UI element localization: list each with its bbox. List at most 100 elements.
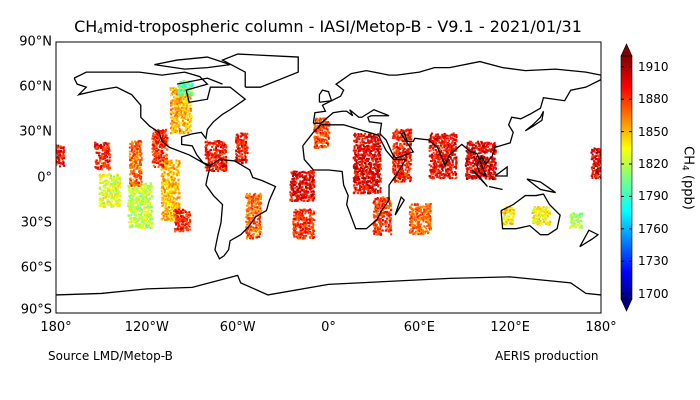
observation-point: [63, 164, 66, 167]
observation-point: [165, 140, 168, 143]
observation-point: [134, 167, 137, 170]
observation-point: [236, 141, 239, 144]
observation-point: [374, 192, 377, 195]
observation-point: [102, 181, 105, 184]
observation-point: [150, 223, 153, 226]
observation-point: [312, 183, 315, 186]
observation-point: [322, 121, 325, 124]
observation-point: [394, 166, 397, 169]
observation-point: [292, 180, 295, 183]
observation-point: [384, 221, 387, 224]
observation-point: [110, 193, 113, 196]
observation-point: [362, 144, 365, 147]
observation-point: [133, 181, 136, 184]
observation-point: [369, 132, 372, 135]
observation-point: [128, 155, 131, 158]
observation-point: [308, 172, 311, 175]
observation-point: [369, 180, 372, 183]
observation-point: [367, 148, 370, 151]
observation-point: [170, 159, 173, 162]
observation-point: [399, 172, 402, 175]
observation-point: [298, 208, 301, 211]
observation-point: [376, 174, 379, 177]
observation-point: [355, 154, 358, 157]
observation-point: [187, 109, 190, 112]
observation-point: [385, 210, 388, 213]
observation-point: [299, 213, 302, 216]
observation-point: [241, 156, 244, 159]
observation-point: [100, 200, 103, 203]
observation-point: [259, 230, 262, 233]
observation-point: [313, 171, 316, 174]
observation-point: [155, 144, 158, 147]
observation-point: [169, 198, 172, 201]
observation-point: [398, 136, 401, 139]
observation-point: [174, 117, 177, 120]
observation-point: [372, 213, 375, 216]
observation-point: [148, 188, 151, 191]
observation-point: [117, 185, 120, 188]
observation-point: [246, 146, 249, 149]
observation-point: [175, 204, 178, 207]
observation-point: [104, 164, 107, 167]
observation-point: [161, 194, 164, 197]
observation-point: [133, 186, 136, 189]
observation-point: [302, 195, 305, 198]
observation-point: [312, 196, 315, 199]
observation-point: [176, 209, 179, 212]
observation-point: [98, 154, 101, 157]
observation-point: [166, 148, 169, 151]
observation-point: [59, 153, 62, 156]
observation-point: [183, 224, 186, 227]
observation-point: [259, 210, 262, 213]
observation-point: [295, 210, 298, 213]
observation-point: [239, 140, 242, 143]
observation-point: [358, 149, 361, 152]
observation-point: [293, 170, 296, 173]
observation-point: [370, 172, 373, 175]
observation-point: [294, 225, 297, 228]
observation-point: [327, 136, 330, 139]
observation-point: [176, 217, 179, 220]
chart-title: CH4 mid-tropospheric column - IASI/Metop…: [0, 17, 656, 37]
observation-point: [112, 190, 115, 193]
observation-point: [243, 137, 246, 140]
observation-point: [210, 162, 213, 165]
observation-point: [379, 220, 382, 223]
observation-point: [378, 152, 381, 155]
observation-point: [113, 186, 116, 189]
observation-point: [217, 154, 220, 157]
observation-point: [108, 142, 111, 145]
observation-point: [401, 174, 404, 177]
observation-point: [152, 133, 155, 136]
observation-point: [128, 186, 131, 189]
observation-point: [372, 190, 375, 193]
observation-point: [142, 199, 145, 202]
observation-point: [376, 205, 379, 208]
observation-point: [389, 225, 392, 228]
observation-point: [293, 173, 296, 176]
observation-point: [246, 236, 249, 239]
observation-point: [131, 172, 134, 175]
observation-point: [371, 182, 374, 185]
observation-point: [324, 138, 327, 141]
observation-point: [256, 206, 259, 209]
observation-point: [136, 222, 139, 225]
observation-point: [256, 221, 259, 224]
observation-point: [178, 160, 181, 163]
observation-point: [253, 195, 256, 198]
observation-point: [205, 144, 208, 147]
observation-point: [359, 180, 362, 183]
observation-point: [313, 179, 316, 182]
observation-point: [183, 97, 186, 100]
observation-point: [321, 122, 324, 125]
observation-point: [143, 213, 146, 216]
observation-point: [132, 151, 135, 154]
observation-point: [136, 144, 139, 147]
observation-point: [373, 207, 376, 210]
observation-point: [161, 129, 164, 132]
observation-point: [107, 180, 110, 183]
observation-point: [136, 147, 139, 150]
observation-point: [144, 219, 147, 222]
observation-point: [168, 196, 171, 199]
